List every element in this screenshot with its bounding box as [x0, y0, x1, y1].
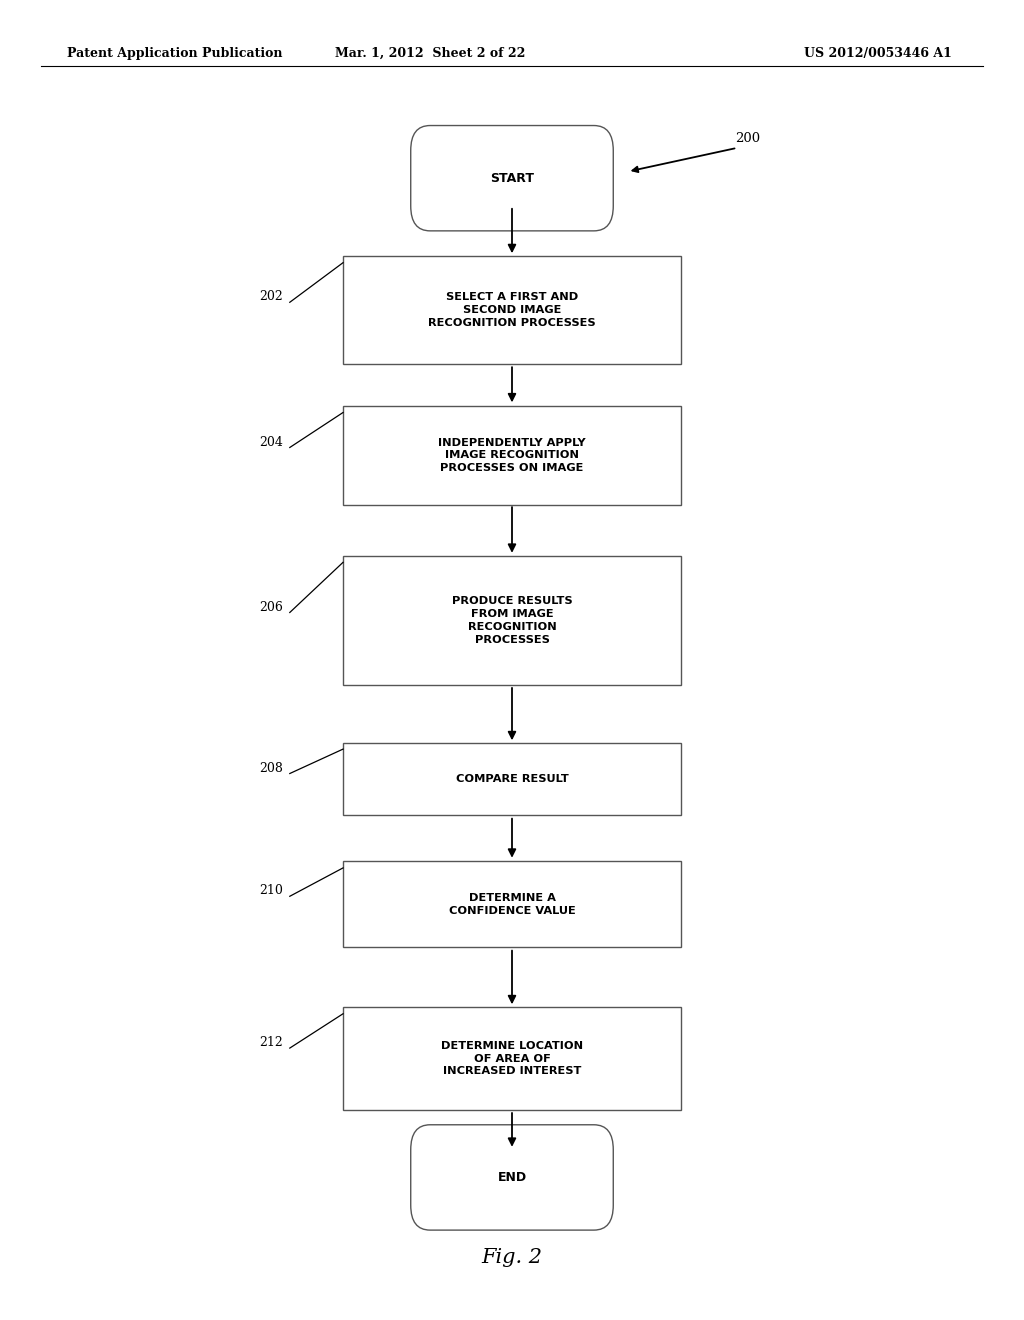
Text: DETERMINE A
CONFIDENCE VALUE: DETERMINE A CONFIDENCE VALUE [449, 892, 575, 916]
Text: COMPARE RESULT: COMPARE RESULT [456, 774, 568, 784]
Text: 204: 204 [259, 436, 284, 449]
Text: 202: 202 [259, 290, 284, 304]
FancyBboxPatch shape [343, 407, 681, 504]
Text: Patent Application Publication: Patent Application Publication [67, 48, 282, 59]
Text: 208: 208 [259, 762, 284, 775]
Text: INDEPENDENTLY APPLY
IMAGE RECOGNITION
PROCESSES ON IMAGE: INDEPENDENTLY APPLY IMAGE RECOGNITION PR… [438, 438, 586, 473]
Text: Mar. 1, 2012  Sheet 2 of 22: Mar. 1, 2012 Sheet 2 of 22 [335, 48, 525, 59]
FancyBboxPatch shape [343, 556, 681, 685]
Text: 212: 212 [259, 1036, 284, 1049]
FancyBboxPatch shape [411, 125, 613, 231]
FancyBboxPatch shape [343, 1007, 681, 1110]
Text: END: END [498, 1171, 526, 1184]
FancyBboxPatch shape [411, 1125, 613, 1230]
Text: PRODUCE RESULTS
FROM IMAGE
RECOGNITION
PROCESSES: PRODUCE RESULTS FROM IMAGE RECOGNITION P… [452, 597, 572, 644]
Text: 210: 210 [259, 884, 284, 898]
Text: SELECT A FIRST AND
SECOND IMAGE
RECOGNITION PROCESSES: SELECT A FIRST AND SECOND IMAGE RECOGNIT… [428, 293, 596, 327]
Text: START: START [490, 172, 534, 185]
FancyBboxPatch shape [343, 862, 681, 948]
Text: 206: 206 [259, 601, 284, 614]
Text: Fig. 2: Fig. 2 [481, 1249, 543, 1267]
FancyBboxPatch shape [343, 256, 681, 364]
Text: 200: 200 [735, 132, 760, 145]
Text: DETERMINE LOCATION
OF AREA OF
INCREASED INTEREST: DETERMINE LOCATION OF AREA OF INCREASED … [441, 1041, 583, 1076]
FancyBboxPatch shape [343, 743, 681, 816]
Text: US 2012/0053446 A1: US 2012/0053446 A1 [805, 48, 952, 59]
